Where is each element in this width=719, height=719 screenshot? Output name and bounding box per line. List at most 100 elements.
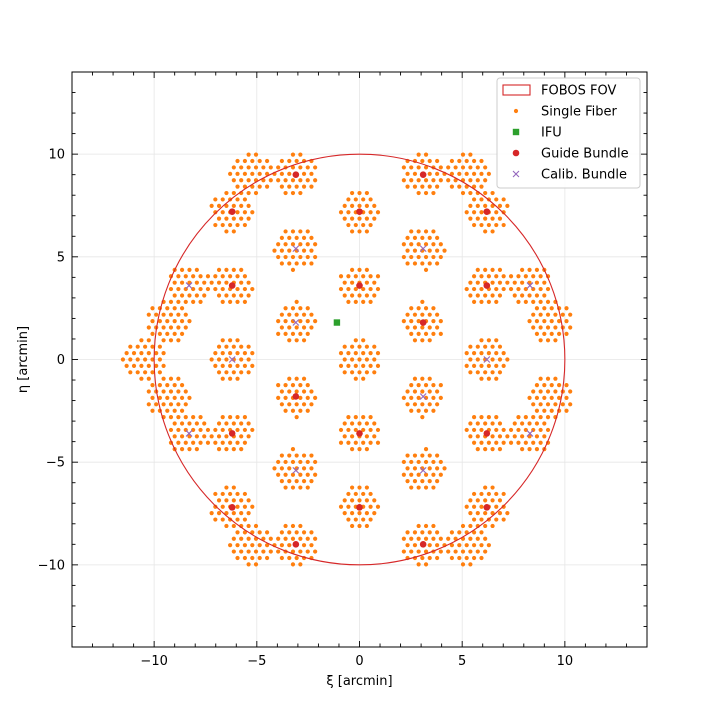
single-fiber-point	[239, 357, 244, 362]
y-tick-label: 5	[57, 250, 65, 265]
x-tick-label: 10	[557, 654, 574, 669]
single-fiber-point	[431, 395, 436, 401]
single-fiber-point	[246, 357, 251, 362]
single-fiber-point	[257, 171, 262, 176]
single-fiber-point	[479, 517, 484, 522]
single-fiber-point	[512, 280, 517, 285]
single-fiber-point	[475, 421, 480, 426]
single-fiber-point	[298, 165, 303, 170]
single-fiber-point	[168, 286, 174, 292]
legend-guide-bundle-handle	[512, 149, 520, 157]
single-fiber-point	[372, 421, 377, 426]
single-fiber-point	[471, 197, 477, 202]
single-fiber-point	[420, 376, 425, 381]
single-fiber-point	[479, 530, 484, 535]
single-fiber-point	[161, 338, 166, 343]
single-fiber-point	[364, 357, 369, 362]
single-fiber-point	[486, 274, 491, 279]
single-fiber-point	[479, 197, 484, 202]
single-fiber-point	[449, 171, 455, 176]
fov-circle	[153, 153, 566, 566]
single-fiber-point	[545, 325, 551, 330]
single-fiber-point	[290, 331, 296, 336]
calib-bundle-point	[526, 430, 534, 437]
single-fiber-point	[405, 171, 410, 176]
single-fiber-point	[438, 549, 443, 554]
single-fiber-point	[176, 325, 181, 330]
single-fiber-point	[309, 235, 314, 240]
single-fiber-point	[213, 351, 218, 356]
single-fiber-point	[246, 511, 251, 516]
single-fiber-point	[431, 485, 436, 490]
single-fiber-point	[475, 511, 480, 516]
single-fiber-point	[464, 158, 469, 164]
single-fiber-point	[475, 203, 480, 208]
single-fiber-point	[338, 286, 344, 292]
single-fiber-point	[287, 466, 292, 471]
single-fiber-point	[283, 472, 288, 477]
single-fiber-point	[228, 222, 233, 228]
single-fiber-point	[431, 472, 436, 477]
y-axis-label: η [arcmin]	[16, 326, 31, 393]
single-fiber-point	[298, 395, 303, 401]
single-fiber-point	[305, 254, 310, 260]
single-fiber-point	[423, 242, 429, 247]
single-fiber-point	[290, 152, 296, 157]
single-fiber-point	[471, 427, 477, 433]
single-fiber-point	[346, 197, 351, 202]
single-fiber-point	[287, 453, 292, 458]
legend-frame	[496, 77, 641, 189]
single-fiber-point	[287, 235, 292, 240]
single-fiber-point	[301, 543, 307, 548]
single-fiber-point	[264, 555, 270, 561]
single-fiber-point	[401, 472, 406, 477]
single-fiber-point	[283, 523, 288, 529]
single-fiber-point	[483, 536, 488, 541]
single-fiber-point	[409, 331, 414, 336]
single-fiber-point	[553, 325, 558, 330]
single-fiber-point	[154, 402, 159, 407]
single-fiber-point	[253, 523, 259, 529]
single-fiber-point	[224, 267, 229, 272]
single-fiber-point	[338, 351, 344, 356]
single-fiber-point	[475, 267, 480, 272]
single-fiber-point	[568, 325, 573, 330]
single-fiber-point	[475, 357, 480, 362]
single-fiber-point	[301, 479, 307, 484]
single-fiber-point	[224, 357, 229, 362]
single-fiber-point	[490, 229, 495, 234]
single-fiber-point	[313, 549, 318, 554]
single-fiber-point	[268, 165, 273, 170]
single-fiber-point	[179, 395, 185, 401]
single-fiber-point	[290, 459, 296, 465]
single-fiber-point	[364, 511, 369, 516]
single-fiber-point	[420, 325, 425, 330]
single-fiber-point	[542, 395, 547, 401]
single-fiber-point	[198, 274, 203, 279]
single-fiber-point	[350, 229, 355, 234]
single-fiber-point	[220, 351, 225, 356]
single-fiber-point	[150, 383, 155, 388]
single-fiber-point	[475, 549, 480, 554]
single-fiber-point	[346, 363, 351, 368]
single-fiber-point	[364, 498, 369, 503]
single-fiber-point	[301, 261, 307, 266]
single-fiber-point	[183, 440, 188, 445]
single-fiber-point	[542, 306, 547, 311]
single-fiber-point	[342, 370, 347, 375]
single-fiber-point	[423, 229, 429, 234]
single-fiber-point	[305, 383, 310, 388]
single-fiber-point	[497, 498, 503, 503]
single-fiber-point	[279, 325, 284, 330]
single-fiber-point	[531, 312, 536, 317]
single-fiber-point	[131, 351, 137, 356]
single-fiber-point	[512, 293, 517, 298]
ifu-point	[333, 319, 341, 326]
single-fiber-point	[172, 395, 177, 401]
single-fiber-point	[375, 440, 381, 445]
single-fiber-point	[523, 299, 528, 304]
single-fiber-point	[501, 222, 506, 228]
calib-bundle-point	[185, 430, 193, 437]
single-fiber-point	[287, 261, 292, 266]
single-fiber-point	[501, 286, 506, 292]
